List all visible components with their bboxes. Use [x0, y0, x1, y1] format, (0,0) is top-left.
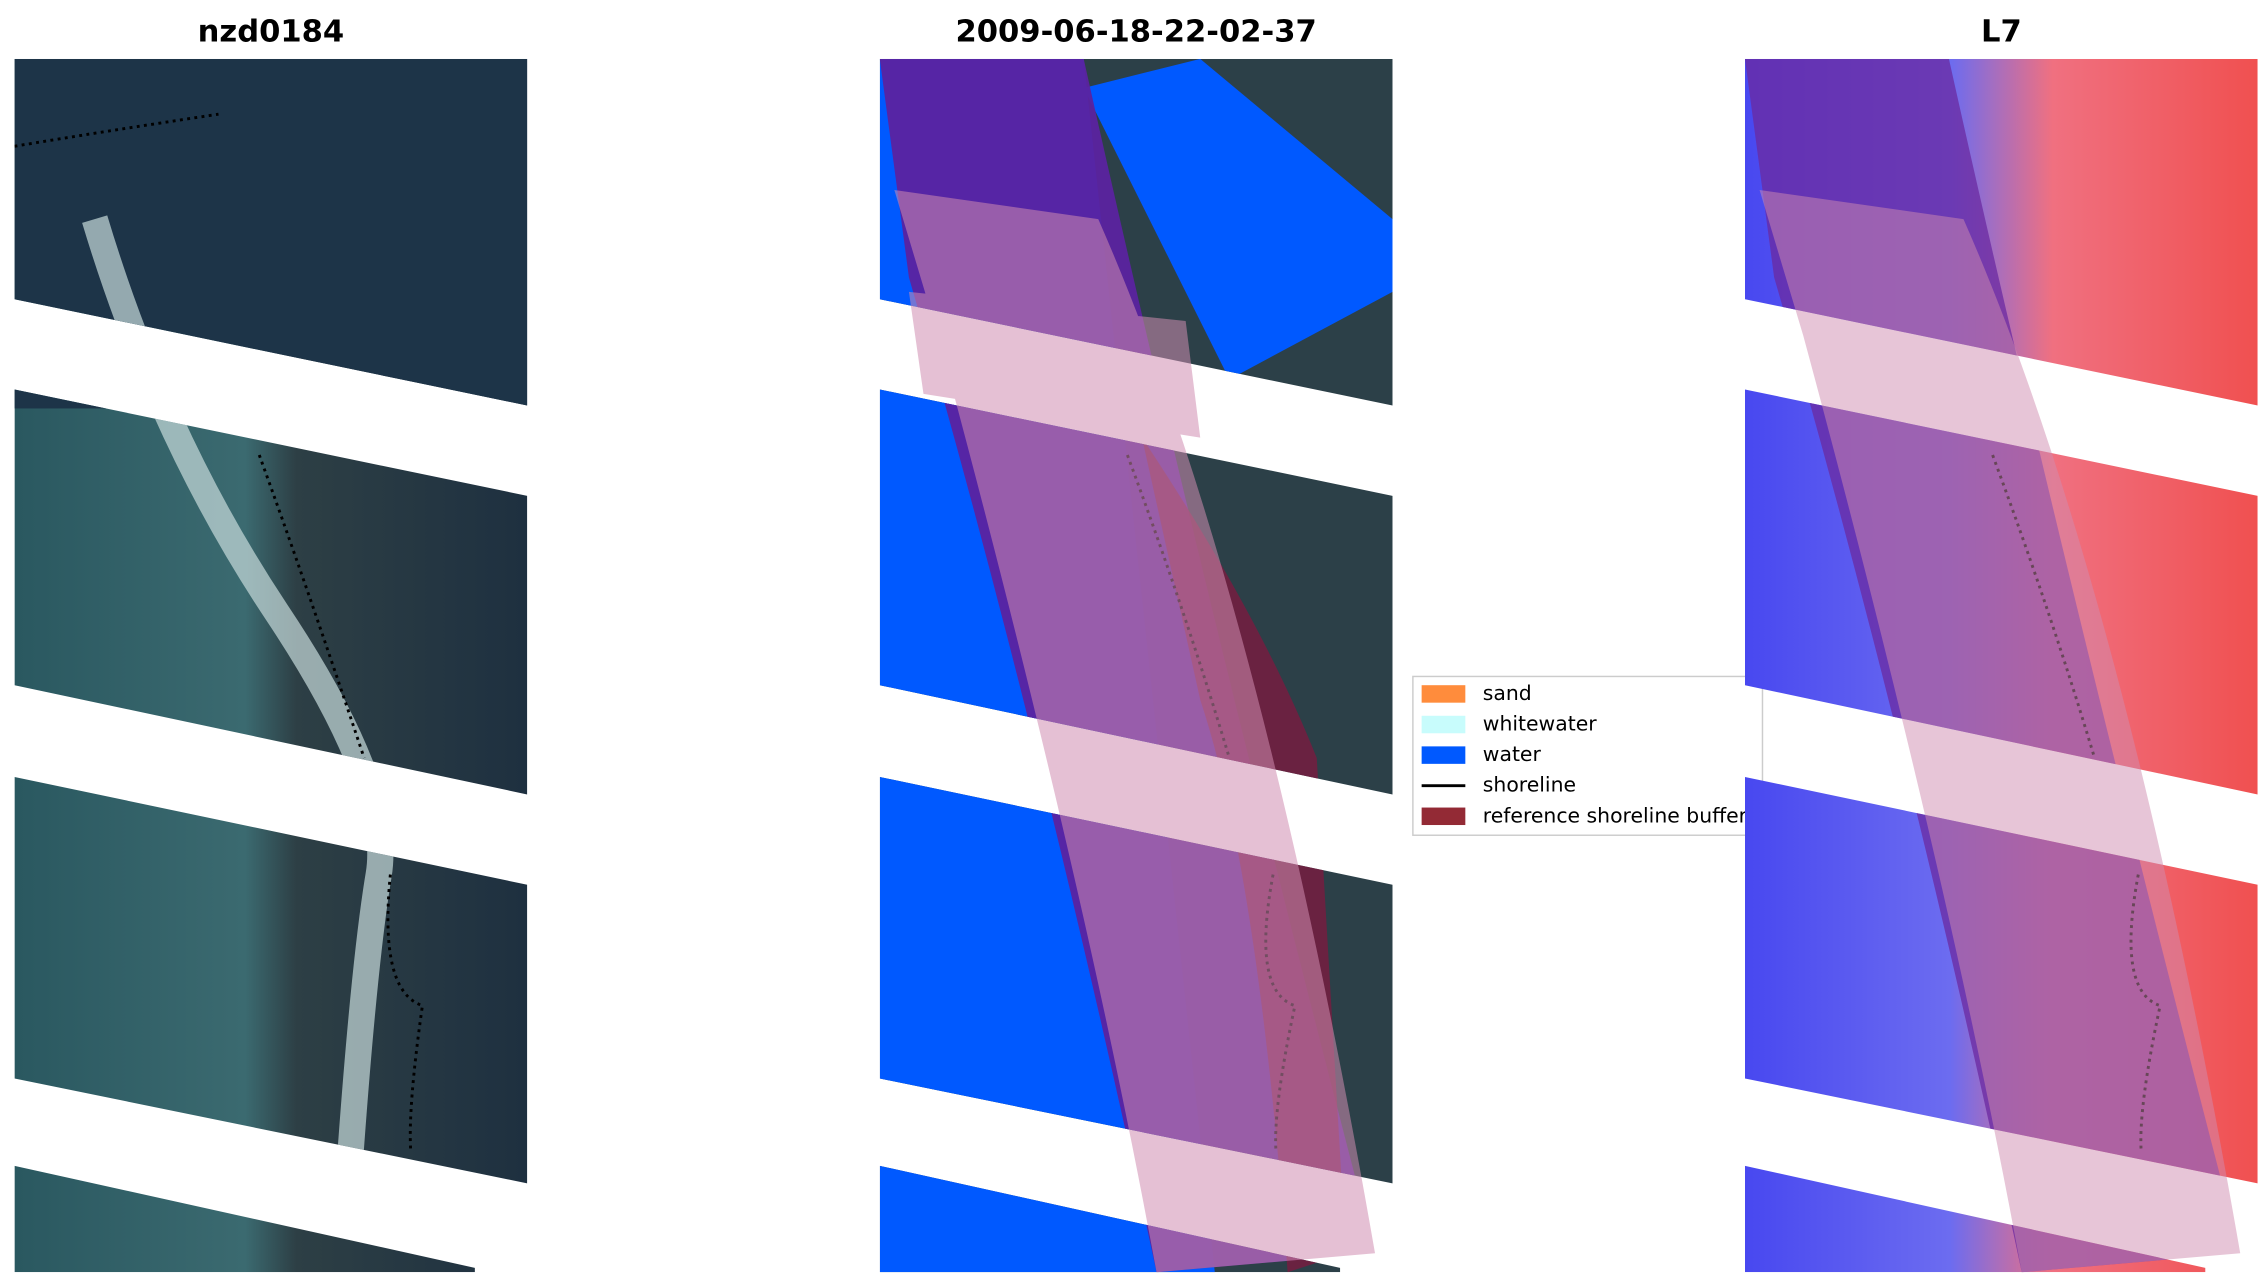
legend-label: whitewater	[1483, 712, 1597, 736]
panel-title: L7	[1981, 14, 2022, 49]
panel-title: nzd0184	[198, 14, 345, 49]
index-panel	[1744, 58, 2258, 1273]
classified-panel	[879, 58, 1393, 1273]
legend-swatch	[1421, 685, 1466, 703]
legend-label: reference shoreline buffer	[1483, 803, 1748, 827]
legend-swatch	[1421, 807, 1466, 826]
legend-swatch	[1421, 715, 1466, 734]
legend-label: sand	[1483, 681, 1532, 705]
legend-label: shoreline	[1483, 773, 1576, 797]
legend-label: water	[1483, 742, 1542, 766]
legend-box	[1412, 675, 1764, 836]
rgb-panel	[14, 58, 528, 1273]
panel-title: 2009-06-18-22-02-37	[955, 14, 1316, 49]
legend: sand whitewater water shoreline reference sh…	[1412, 675, 1764, 836]
legend-swatch	[1421, 746, 1466, 764]
